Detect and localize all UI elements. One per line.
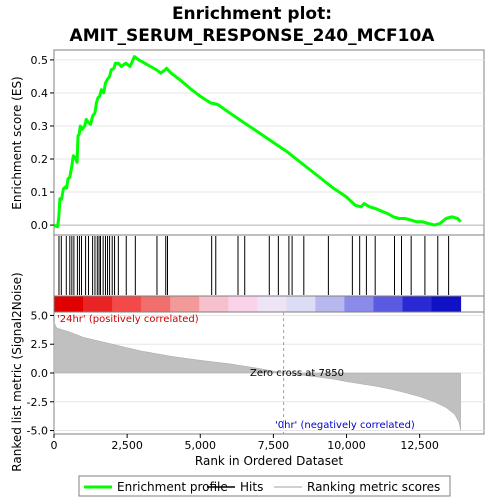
es-grid bbox=[54, 59, 484, 226]
x-tick-label: 2,500 bbox=[111, 439, 143, 452]
es-y-axis-label: Enrichment score (ES) bbox=[10, 76, 24, 209]
heatmap-segment bbox=[112, 296, 142, 312]
es-y-tick-label: 0.1 bbox=[31, 186, 49, 199]
es-y-tick-label: 0.5 bbox=[31, 54, 49, 67]
metric-y-tick-label: 2.5 bbox=[31, 338, 49, 351]
x-tick-label: 0 bbox=[51, 439, 58, 452]
heatmap-segment bbox=[431, 296, 462, 312]
x-tick-label: 12,500 bbox=[400, 439, 439, 452]
zero-cross-label: Zero cross at 7850 bbox=[250, 368, 344, 379]
legend-box bbox=[78, 475, 451, 497]
heatmap-segment bbox=[257, 296, 287, 312]
legend-label: Enrichment profile bbox=[117, 480, 228, 494]
legend-label: Ranking metric scores bbox=[307, 480, 440, 494]
es-y-tick-label: 0.4 bbox=[31, 87, 49, 100]
chart-title-line2: AMIT_SERUM_RESPONSE_240_MCF10A bbox=[70, 26, 436, 46]
x-tick-label: 5,000 bbox=[185, 439, 217, 452]
heatmap-segment bbox=[54, 296, 84, 312]
x-axis: 0 2,500 5,000 7,500 10,000 12,500 bbox=[51, 434, 439, 452]
heatmap-segment bbox=[228, 296, 258, 312]
enrichment-profile-line bbox=[53, 55, 462, 229]
es-y-axis: 0.0 0.1 0.2 0.3 0.4 0.5 bbox=[31, 54, 54, 232]
metric-y-tick-label: 5.0 bbox=[31, 309, 49, 322]
positive-correlation-label: '24hr' (positively correlated) bbox=[57, 314, 199, 325]
heatmap-segment bbox=[199, 296, 229, 312]
es-y-tick-label: 0.3 bbox=[31, 120, 49, 133]
x-tick-label: 7,500 bbox=[258, 439, 290, 452]
legend-label: Hits bbox=[240, 480, 263, 494]
es-y-tick-label: 0.2 bbox=[31, 153, 49, 166]
x-tick-label: 10,000 bbox=[327, 439, 366, 452]
legend: Enrichment profile Hits Ranking metric sco… bbox=[84, 480, 440, 494]
heatmap-segment bbox=[286, 296, 316, 312]
heatmap-segment bbox=[344, 296, 374, 312]
heatmap-segment bbox=[141, 296, 171, 312]
metric-y-axis-label: Ranked list metric (Signal2Noise) bbox=[10, 272, 24, 471]
heatmap-segment bbox=[83, 296, 113, 312]
heatmap-segment bbox=[315, 296, 345, 312]
metric-y-tick-label: -2.5 bbox=[27, 396, 48, 409]
es-panel-frame bbox=[53, 49, 485, 236]
ranking-metric-area bbox=[53, 322, 461, 431]
heatmap-segment bbox=[373, 296, 404, 312]
es-y-tick-label: 0.0 bbox=[31, 219, 49, 232]
hits-markers bbox=[58, 236, 450, 295]
negative-correlation-label: '0hr' (negatively correlated) bbox=[275, 420, 415, 431]
chart-title-line1: Enrichment plot: bbox=[172, 4, 332, 24]
metric-y-axis: 5.0 2.5 0.0 -2.5 -5.0 bbox=[27, 309, 54, 438]
rank-heatmap-bar bbox=[53, 295, 485, 313]
heatmap-segment bbox=[402, 296, 433, 312]
x-axis-label: Rank in Ordered Dataset bbox=[195, 454, 343, 468]
metric-y-tick-label: -5.0 bbox=[27, 425, 48, 438]
heatmap-segment bbox=[170, 296, 200, 312]
metric-y-tick-label: 0.0 bbox=[31, 367, 49, 380]
